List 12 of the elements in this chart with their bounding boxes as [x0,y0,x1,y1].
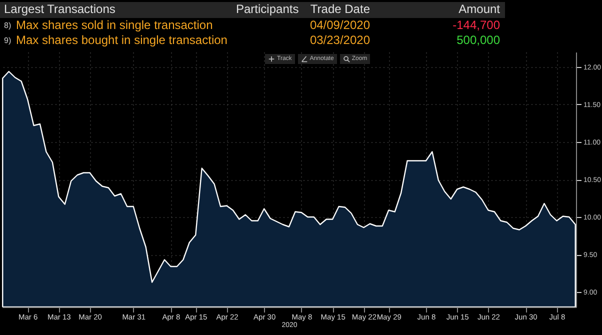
text: Largest Transactions [4,2,116,17]
text: 8) [4,20,12,32]
text: Amount [458,2,500,17]
text: 04/09/2020 [310,18,370,33]
text: Participants [236,2,299,17]
text: 03/23/2020 [310,33,370,48]
text: Max shares bought in single transaction [16,33,228,48]
text: 500,000 [456,33,500,48]
text: 9) [4,35,12,47]
text: -144,700 [452,18,500,33]
text: Max shares sold in single transaction [16,18,213,33]
text: Trade Date [310,2,370,17]
